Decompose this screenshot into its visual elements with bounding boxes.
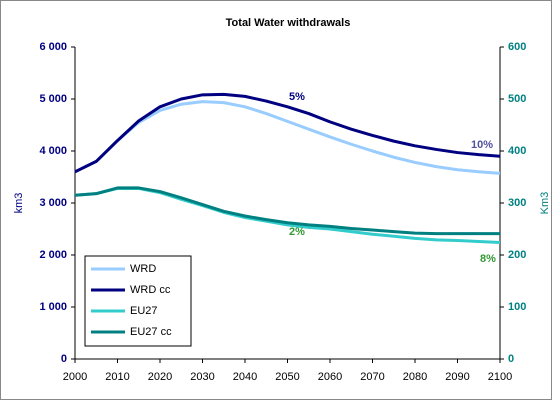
chart-title: Total Water withdrawals [226, 17, 351, 29]
y-tick-label: 3 000 [39, 197, 67, 209]
y-tick-label: 6 000 [39, 41, 67, 53]
legend-label: EU27 [130, 305, 158, 317]
y-tick-label: 5 000 [39, 93, 67, 105]
x-tick-label: 2100 [488, 371, 512, 383]
annotation: 8% [480, 253, 496, 265]
series-line [74, 186, 500, 236]
y2-tick-label: 200 [508, 249, 526, 261]
x-tick-label: 2000 [63, 371, 87, 383]
y2-axis-label: Km3 [539, 192, 551, 215]
annotation: 2% [289, 226, 305, 238]
x-tick-label: 2030 [190, 371, 214, 383]
y2-tick-label: 600 [508, 41, 526, 53]
y2-tick-label: 400 [508, 145, 526, 157]
legend-label: WRD cc [130, 284, 171, 296]
y2-tick-label: 0 [508, 353, 514, 365]
series-line [74, 92, 501, 174]
x-tick-label: 2050 [275, 371, 299, 383]
y-tick-label: 0 [61, 353, 67, 365]
x-tick-label: 2060 [318, 371, 342, 383]
series-line [74, 100, 501, 175]
y-tick-label: 2 000 [39, 249, 67, 261]
legend-label: EU27 cc [130, 326, 172, 338]
x-tick-label: 2020 [148, 371, 172, 383]
y2-tick-label: 100 [508, 301, 526, 313]
x-tick-label: 2010 [105, 371, 129, 383]
x-tick-label: 2040 [233, 371, 257, 383]
x-tick-label: 2070 [360, 371, 384, 383]
legend-label: WRD [130, 263, 156, 275]
y2-tick-label: 300 [508, 197, 526, 209]
y-tick-label: 4 000 [39, 145, 67, 157]
y-tick-label: 1 000 [39, 301, 67, 313]
x-tick-label: 2090 [445, 371, 469, 383]
y-axis-label: km3 [13, 193, 25, 214]
y2-tick-label: 500 [508, 93, 526, 105]
x-tick-label: 2080 [403, 371, 427, 383]
annotation: 10% [471, 139, 493, 151]
annotation: 5% [289, 91, 305, 103]
